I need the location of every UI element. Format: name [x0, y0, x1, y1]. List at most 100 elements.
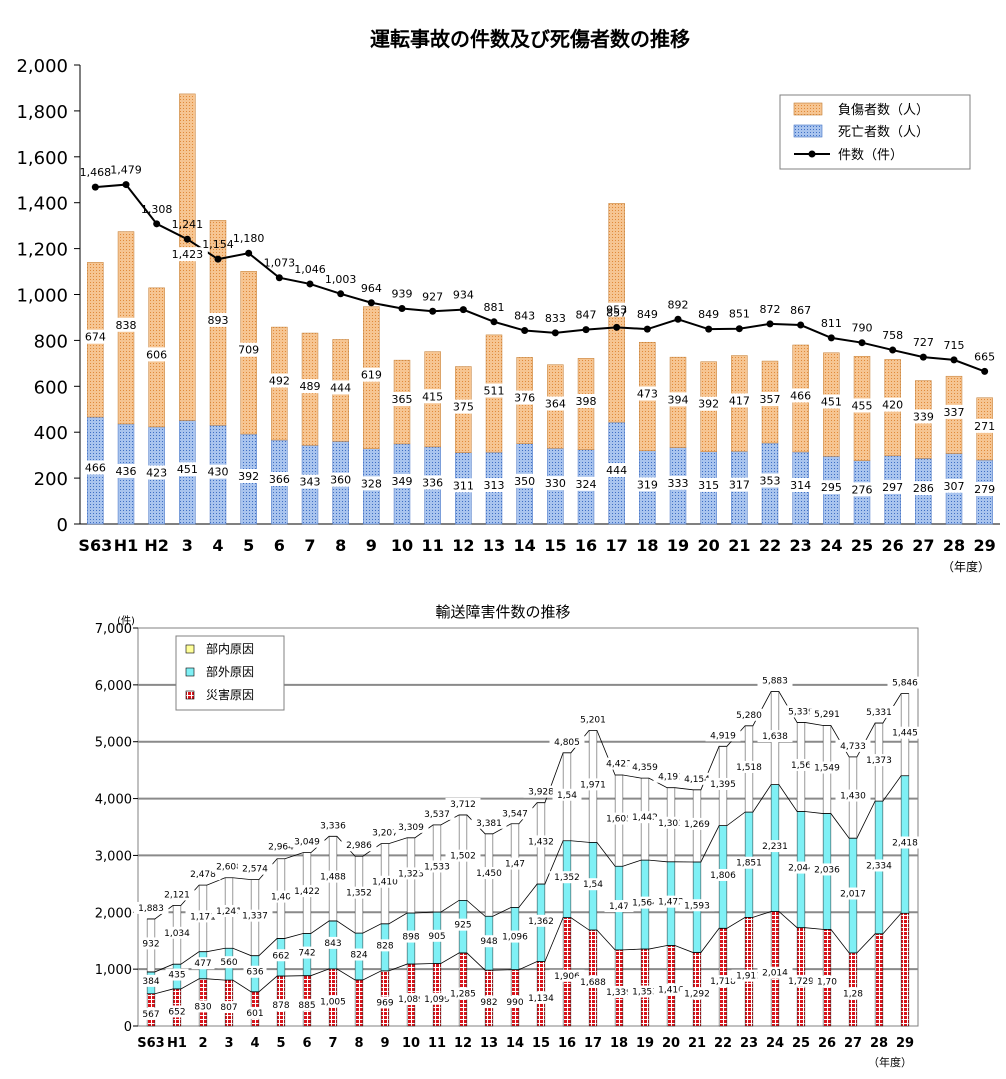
y-tick-label: 1,000: [95, 963, 132, 978]
data-label-total: 2,964: [268, 842, 294, 852]
bar-disaster: [874, 933, 884, 1027]
data-label-injured: 375: [453, 401, 474, 414]
count-marker: [337, 290, 345, 298]
bar-disaster: [354, 979, 364, 1027]
count-marker: [367, 299, 375, 307]
data-label-deaths: 336: [422, 476, 443, 489]
data-label-total: 5,846: [892, 679, 918, 689]
label-bg: [679, 899, 715, 912]
data-label-injured: 357: [760, 393, 781, 406]
data-label-internal: 1,395: [710, 780, 736, 790]
data-label-injured: 339: [913, 410, 934, 423]
data-label-external: 2,418: [892, 839, 918, 849]
x-tick-label: 2: [198, 1036, 207, 1051]
label-bg: [695, 477, 723, 492]
data-label-count: 1,003: [325, 273, 357, 286]
label-bg: [757, 674, 793, 687]
y-tick-label: 1,800: [16, 102, 68, 123]
label-bg: [266, 890, 296, 903]
accident-chart-x-ticks: S63 H1 H2 3 4 5 6 7 8 9 10 11 12 13 14 15 16 17 18 19 20 21 22…: [78, 536, 995, 555]
data-label-internal: 1,518: [736, 763, 762, 773]
count-marker: [245, 249, 253, 257]
label-bg: [388, 473, 416, 488]
data-label-deaths: 276: [852, 483, 873, 496]
data-label-internal: 1,430: [840, 792, 866, 802]
x-tick-label: 7: [328, 1036, 337, 1051]
data-label-internal: 1,337: [242, 912, 268, 922]
label-bg: [756, 473, 784, 488]
label-bg: [835, 739, 871, 752]
label-bg: [511, 473, 539, 488]
label-bg: [237, 909, 273, 922]
label-bg: [523, 835, 559, 848]
count-marker: [459, 306, 467, 314]
data-label-deaths: 360: [330, 474, 351, 487]
legend-label-deaths: 死亡者数（人）: [838, 125, 929, 140]
label-bg: [159, 926, 195, 939]
data-label-injured: 455: [852, 399, 873, 412]
label-bg: [940, 404, 968, 419]
data-label-disaster: 807: [220, 1003, 237, 1013]
data-label-count: 849: [637, 308, 658, 321]
label-bg: [191, 957, 215, 970]
data-label-deaths: 313: [484, 479, 505, 492]
data-label-injured: 376: [514, 392, 535, 405]
data-label-total: 2,574: [242, 865, 268, 875]
label-bg: [603, 463, 631, 478]
data-label-count: 1,308: [141, 203, 173, 216]
label-bg: [445, 797, 481, 810]
x-tick-label: 16: [558, 1036, 576, 1051]
data-label-total: 5,339: [788, 707, 814, 717]
y-tick-label: 6,000: [95, 679, 132, 694]
data-label-count: 851: [729, 308, 750, 321]
x-tick-label: 27: [912, 536, 934, 555]
label-bg: [627, 761, 663, 774]
data-label-injured: 451: [821, 396, 842, 409]
label-bg: [887, 836, 923, 849]
count-marker: [398, 304, 406, 312]
data-label-external: 1,593: [684, 901, 710, 911]
data-label-external: 1,851: [736, 859, 762, 869]
label-bg: [603, 302, 631, 317]
x-tick-label: 21: [728, 536, 750, 555]
label-bg: [204, 312, 232, 327]
label-bg: [848, 482, 876, 497]
label-bg: [477, 935, 501, 948]
data-label-total: 5,291: [814, 710, 840, 720]
label-bg: [143, 465, 171, 480]
data-label-count: 847: [576, 309, 597, 322]
data-label-external: 2,231: [762, 842, 788, 852]
label-bg: [159, 888, 195, 901]
data-label-total: 3,547: [502, 809, 528, 819]
data-label-external: 1,564: [632, 899, 658, 909]
x-tick-label: 9: [380, 1036, 389, 1051]
transport-chart: 輸送障害件数の推移 (件) 0 1,000 2,000 3,000 4,000 5,000…: [95, 603, 923, 1069]
x-tick-label: 27: [844, 1036, 862, 1051]
label-bg: [237, 862, 273, 875]
label-bg: [373, 939, 397, 952]
data-label-disaster: 2,014: [762, 969, 788, 979]
data-label-external: 905: [428, 932, 445, 942]
label-bg: [731, 760, 767, 773]
label-bg: [725, 393, 753, 408]
data-label-external: 1,54: [583, 880, 603, 890]
label-bg: [425, 929, 449, 942]
label-bg: [477, 996, 501, 1009]
data-label-injured: 674: [85, 331, 106, 344]
x-tick-label: 19: [636, 1036, 654, 1051]
data-label-disaster: 1,089: [398, 995, 424, 1005]
data-label-disaster: 1,339: [606, 988, 632, 998]
data-label-internal: 1,269: [684, 820, 710, 830]
legend-label-disaster: 災害原因: [206, 687, 254, 702]
data-label-external: 742: [298, 949, 315, 959]
bar-disaster: [900, 913, 910, 1027]
data-label-external: 1,096: [502, 933, 528, 943]
data-label-disaster: 1,911: [736, 972, 762, 982]
accident-chart-line: [91, 181, 989, 375]
label-bg: [809, 708, 845, 721]
count-line: [95, 183, 986, 373]
label-bg: [235, 469, 263, 484]
data-label-total: 3,712: [450, 800, 476, 810]
data-label-disaster: 1,353: [632, 988, 658, 998]
label-bg: [757, 840, 793, 853]
